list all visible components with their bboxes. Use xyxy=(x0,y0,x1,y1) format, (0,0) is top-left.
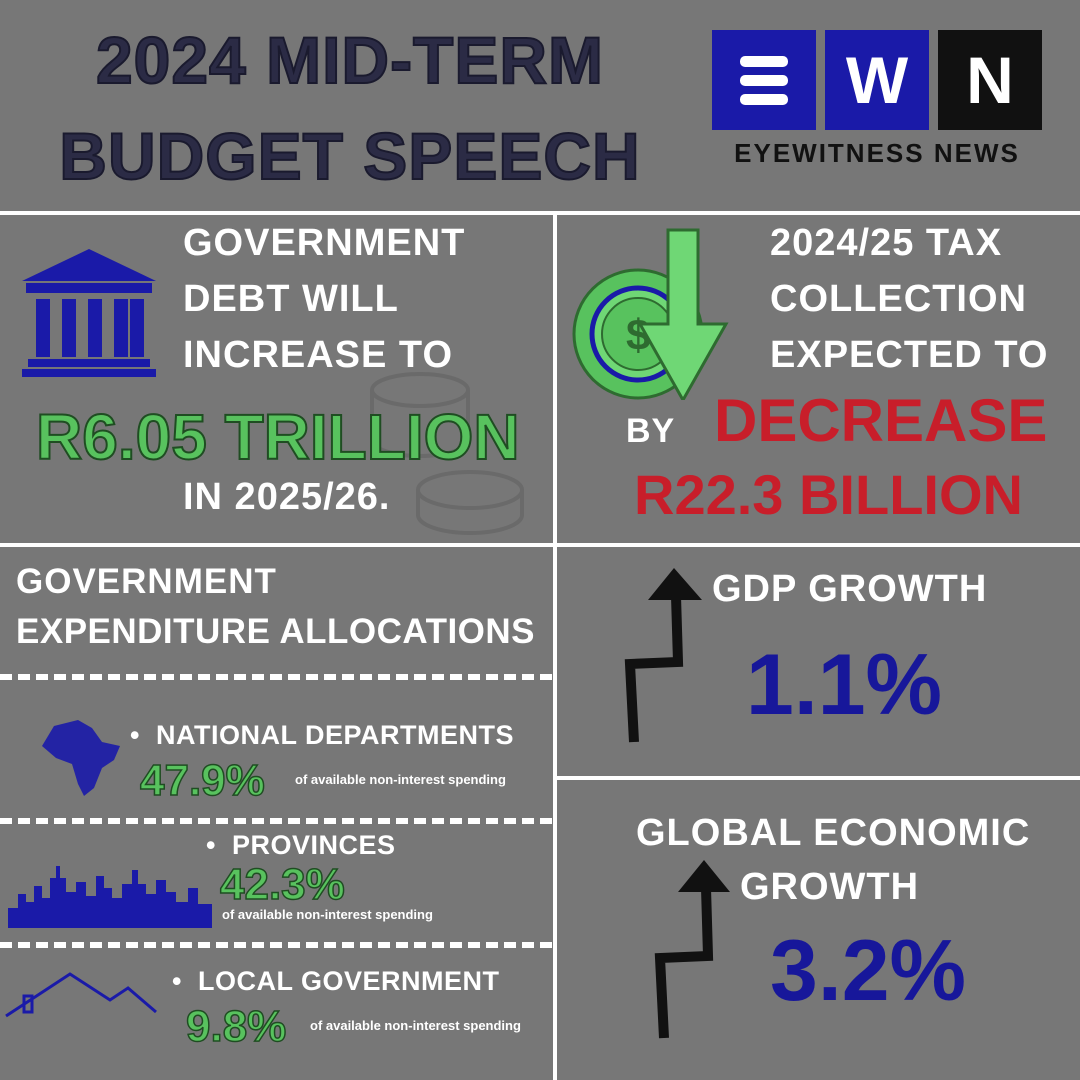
divider-vertical xyxy=(553,215,557,1080)
coins-stack-icon xyxy=(370,372,524,535)
debt-amount: R6.05 TRILLION xyxy=(35,400,521,474)
local-government-percent: 9.8% xyxy=(185,1001,287,1052)
dashed-divider-2 xyxy=(0,818,552,824)
tax-line-1: 2024/25 TAX xyxy=(770,222,1003,264)
tax-direction: DECREASE xyxy=(714,387,1048,454)
divider-header xyxy=(0,211,1080,215)
city-skyline-icon xyxy=(8,866,212,928)
gdp-up-arrow-icon xyxy=(624,568,702,743)
dashed-divider-1 xyxy=(0,674,552,680)
global-label-line-1: GLOBAL ECONOMIC xyxy=(636,812,1031,854)
title-line-2: BUDGET SPEECH xyxy=(58,118,641,194)
debt-line-1: GOVERNMENT xyxy=(183,222,466,264)
provinces-note: of available non-interest spending xyxy=(222,907,433,922)
expenditure-title-2: EXPENDITURE ALLOCATIONS xyxy=(16,612,536,651)
logo-e-icon xyxy=(740,56,788,105)
dashed-divider-3 xyxy=(0,942,552,948)
gdp-label: GDP GROWTH xyxy=(712,568,988,610)
divider-right-lower xyxy=(557,776,1080,780)
debt-period: IN 2025/26. xyxy=(183,476,391,518)
provinces-label: • PROVINCES xyxy=(206,830,396,860)
debt-line-3: INCREASE TO xyxy=(183,334,454,376)
provinces-percent: 42.3% xyxy=(219,859,345,910)
global-label-line-2: GROWTH xyxy=(740,866,920,908)
tax-by: BY xyxy=(626,412,676,450)
gdp-value: 1.1% xyxy=(746,637,943,733)
coin-down-arrow-icon: $ xyxy=(572,228,729,400)
house-roof-icon xyxy=(5,972,157,1018)
logo-n-letter: N xyxy=(966,43,1014,117)
global-value: 3.2% xyxy=(770,923,967,1019)
divider-middle xyxy=(0,543,1080,547)
logo-w-block: W xyxy=(825,30,929,130)
national-departments-note: of available non-interest spending xyxy=(295,772,506,787)
local-government-note: of available non-interest spending xyxy=(310,1018,521,1033)
debt-line-2: DEBT WILL xyxy=(183,278,399,320)
expenditure-title-1: GOVERNMENT xyxy=(16,562,277,601)
tax-amount: R22.3 BILLION xyxy=(634,463,1023,526)
title-line-1: 2024 MID-TERM xyxy=(95,22,605,98)
logo-w-letter: W xyxy=(845,43,909,117)
local-government-label: • LOCAL GOVERNMENT xyxy=(172,966,500,996)
tax-line-3: EXPECTED TO xyxy=(770,334,1049,376)
tax-line-2: COLLECTION xyxy=(770,278,1027,320)
global-up-arrow-icon xyxy=(654,860,730,1039)
ewn-logo: W N EYEWITNESS NEWS xyxy=(712,30,1042,168)
logo-n-block: N xyxy=(938,30,1042,130)
bank-icon xyxy=(22,249,156,377)
africa-map-icon xyxy=(42,720,120,796)
national-departments-label: • NATIONAL DEPARTMENTS xyxy=(130,720,514,750)
logo-caption: EYEWITNESS NEWS xyxy=(734,138,1020,168)
national-departments-percent: 47.9% xyxy=(139,755,265,806)
logo-e-block xyxy=(712,30,816,130)
